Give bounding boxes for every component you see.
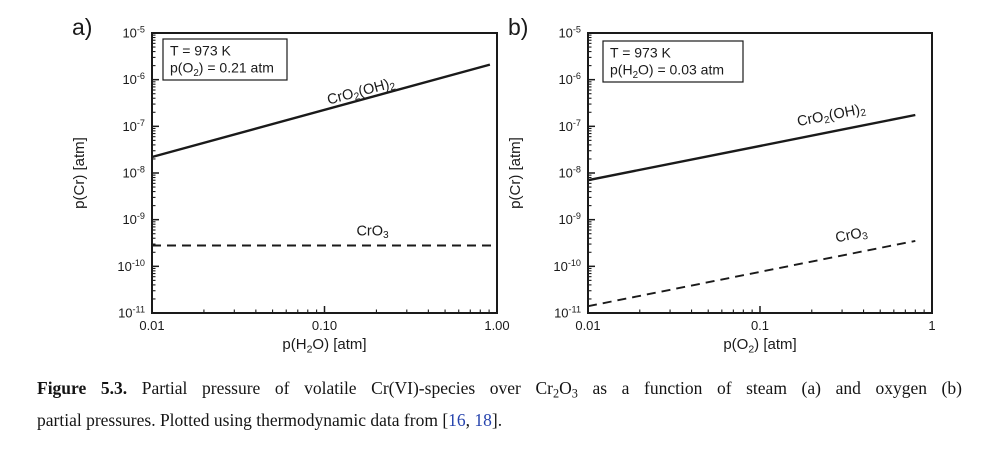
y-tick-label: 10-9 bbox=[122, 211, 145, 227]
series-label-1: CrO3 bbox=[834, 224, 869, 247]
y-axis-label: p(Cr) [atm] bbox=[507, 137, 524, 209]
condition-box bbox=[162, 38, 288, 81]
x-tick-label: 1.00 bbox=[484, 318, 509, 333]
chart-panel-a: 0.01 0.10 1.00 10-5 10-6 10-7 10-8 10-9 10-10 10-… bbox=[71, 25, 510, 356]
y-tick-label: 10-5 bbox=[558, 25, 581, 41]
caption-text: Partial pressure of volatile Cr(VI)-spec… bbox=[127, 378, 962, 401]
y-axis-label: p(Cr) [atm] bbox=[71, 137, 88, 209]
condition-text: p(O2) = 0.21 atm bbox=[170, 60, 274, 80]
citation-link-16[interactable]: 16 bbox=[448, 410, 466, 431]
caption-text: , bbox=[465, 410, 475, 431]
x-tick-label: 1 bbox=[928, 318, 935, 333]
y-tick-label: 10-7 bbox=[122, 118, 145, 134]
caption-text: partial pressures. Plotted using thermod… bbox=[37, 410, 449, 431]
series-label-1: CrO3 bbox=[356, 223, 389, 240]
y-tick-label: 10-5 bbox=[122, 25, 145, 41]
chart-panel-b: 0.01 0.1 1 10-5 10-6 10-7 10-8 10-9 10-10 10-11 p(… bbox=[507, 25, 936, 356]
x-tick-label: 0.10 bbox=[312, 318, 337, 333]
caption-text: ]. bbox=[491, 410, 503, 431]
series-line-0 bbox=[587, 113, 916, 182]
x-axis-label: p(O2) [atm] bbox=[723, 336, 796, 356]
condition-box bbox=[602, 40, 744, 83]
x-tick-label: 0.01 bbox=[139, 318, 164, 333]
series-label-0: CrO2(OH)2 bbox=[796, 101, 868, 131]
y-tick-label: 10-6 bbox=[122, 71, 145, 87]
y-tick-label: 10-11 bbox=[554, 305, 581, 321]
x-tick-label: 0.01 bbox=[575, 318, 600, 333]
axis-ticks bbox=[151, 32, 498, 314]
caption-text: Figure 5.3. bbox=[37, 378, 128, 398]
y-tick-label: 10-7 bbox=[558, 118, 581, 134]
y-tick-label: 10-6 bbox=[558, 71, 581, 87]
y-tick-label: 10-10 bbox=[117, 258, 145, 274]
x-axis-label: p(H2O) [atm] bbox=[282, 336, 366, 356]
series-line-0 bbox=[151, 63, 491, 159]
y-tick-label: 10-9 bbox=[558, 211, 581, 227]
y-tick-label: 10-10 bbox=[553, 258, 581, 274]
series-line-1 bbox=[587, 239, 916, 308]
panel-label-b: b) bbox=[508, 14, 529, 40]
caption-line-2: partial pressures. Plotted using thermod… bbox=[37, 407, 962, 434]
chart-canvas: 0.01 0.10 1.00 10-5 10-6 10-7 10-8 10-9 10-10 10-… bbox=[71, 25, 936, 356]
condition-text: p(H2O) = 0.03 atm bbox=[610, 62, 724, 82]
x-tick-label: 0.1 bbox=[751, 318, 769, 333]
condition-text: T = 973 K bbox=[170, 43, 232, 59]
y-tick-label: 10-11 bbox=[118, 305, 145, 321]
series-label-0: CrO2(OH)2 bbox=[326, 75, 398, 110]
citation-link-18[interactable]: 18 bbox=[474, 410, 492, 431]
panel-label-a: a) bbox=[72, 14, 93, 40]
axis-ticks bbox=[587, 32, 933, 314]
y-tick-label: 10-8 bbox=[122, 165, 145, 181]
caption-line-1: Figure 5.3. Partial pressure of volatile… bbox=[37, 375, 962, 407]
y-tick-label: 10-8 bbox=[558, 165, 581, 181]
condition-text: T = 973 K bbox=[610, 45, 672, 61]
figure-caption: Figure 5.3. Partial pressure of volatile… bbox=[37, 375, 962, 434]
